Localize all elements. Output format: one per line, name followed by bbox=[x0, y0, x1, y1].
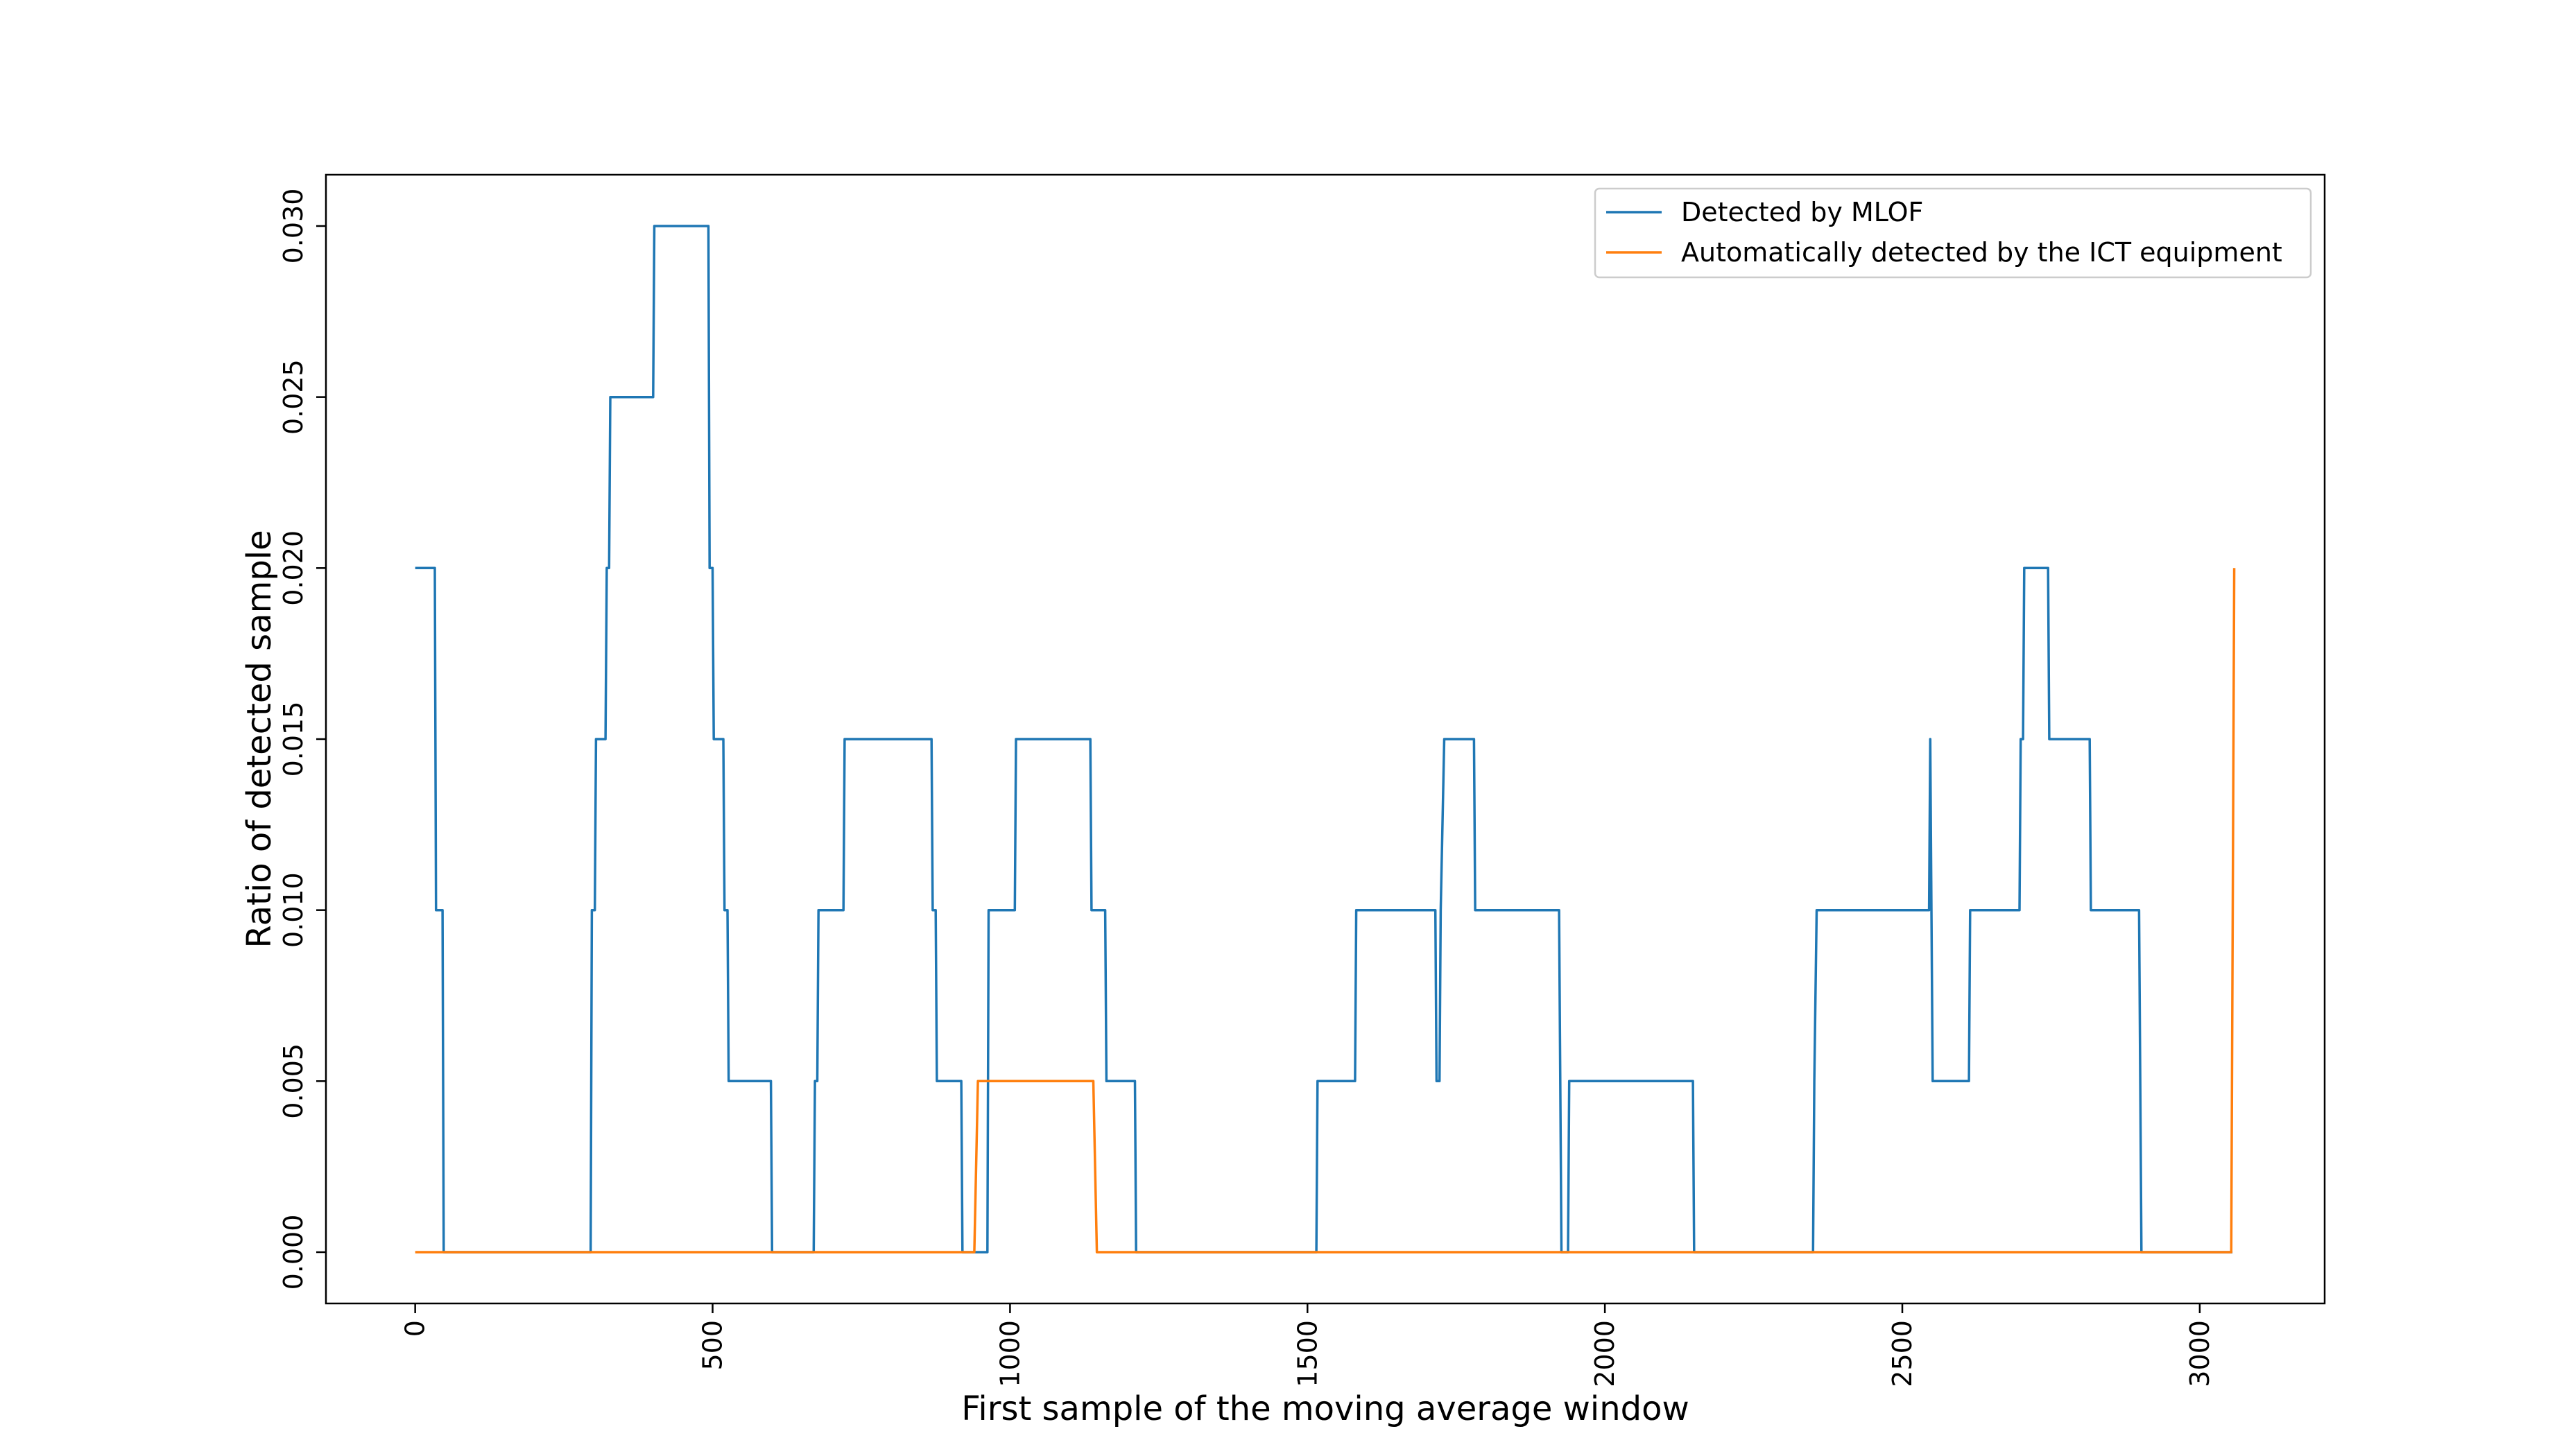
x-tick-label: 500 bbox=[698, 1320, 728, 1371]
y-axis: 0.000 0.005 0.010 0.015 0.020 0.025 0.030 bbox=[278, 189, 326, 1290]
y-tick-label: 0.015 bbox=[278, 702, 309, 777]
x-tick-label: 2000 bbox=[1590, 1320, 1620, 1387]
y-tick-label: 0.000 bbox=[278, 1215, 309, 1290]
legend: Detected by MLOF Automatically detected b… bbox=[1594, 187, 2312, 279]
legend-label-2: Automatically detected by the ICT equipm… bbox=[1681, 237, 2282, 268]
legend-label-1: Detected by MLOF bbox=[1681, 197, 1923, 227]
x-tick-label: 1000 bbox=[994, 1320, 1025, 1387]
x-tick-label: 3000 bbox=[2185, 1320, 2215, 1387]
x-tick-label: 0 bbox=[400, 1320, 431, 1337]
x-tick-label: 2500 bbox=[1887, 1320, 1918, 1387]
x-axis: 0 500 1000 1500 2000 2500 3000 bbox=[400, 1303, 2215, 1387]
y-tick-label: 0.005 bbox=[278, 1043, 309, 1119]
legend-frame bbox=[1594, 187, 2312, 279]
y-tick-label: 0.020 bbox=[278, 530, 309, 606]
x-axis-title: First sample of the moving average windo… bbox=[961, 1389, 1689, 1428]
y-tick-label: 0.025 bbox=[278, 359, 309, 435]
series-layer bbox=[415, 225, 2236, 1254]
y-tick-label: 0.030 bbox=[278, 189, 309, 264]
y-tick-label: 0.010 bbox=[278, 872, 309, 948]
series-line-1 bbox=[415, 225, 2233, 1254]
series-line-2 bbox=[415, 568, 2236, 1254]
x-tick-label: 1500 bbox=[1292, 1320, 1323, 1387]
y-axis-title: Ratio of detected sample bbox=[240, 530, 279, 948]
